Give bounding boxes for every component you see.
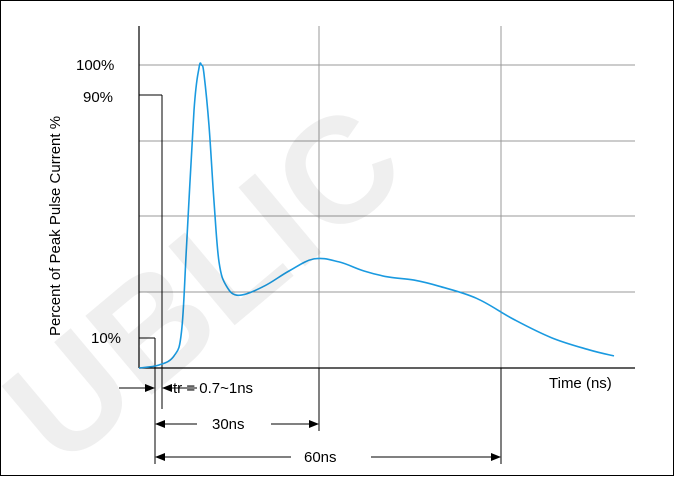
annotation-30ns: 30ns [212,416,245,433]
series-line-pulse-current [138,62,615,369]
ytick-10: 10% [91,330,121,347]
grid [139,26,635,368]
ytick-90: 90% [83,89,113,106]
ytick-100: 100% [76,57,114,74]
x-axis-label: Time (ns) [549,375,612,392]
annotation-tr: tr = 0.7~1ns [173,380,253,397]
annotation-60ns: 60ns [304,449,337,466]
y-axis-label: Percent of Peak Pulse Current % [47,116,64,336]
